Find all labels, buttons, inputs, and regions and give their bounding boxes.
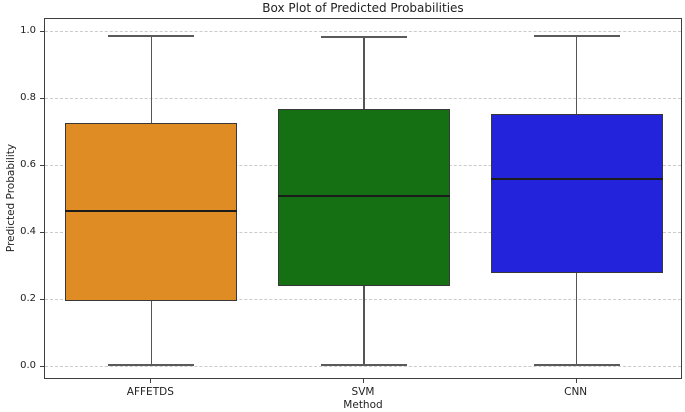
whisker-cap-top (321, 36, 407, 39)
y-tick-mark (40, 365, 44, 367)
whisker-cap-top (108, 34, 195, 37)
y-tick-label: 0.2 (20, 292, 36, 304)
y-tick-label: 0.8 (20, 92, 36, 104)
y-tick-label: 0.4 (20, 225, 36, 237)
whisker-cap-top (533, 34, 620, 37)
x-tick-mark (150, 379, 152, 383)
chart-title: Box Plot of Predicted Probabilities (262, 1, 464, 15)
y-tick-label: 0.6 (20, 159, 36, 171)
x-category-label: AFFETDS (126, 386, 174, 398)
median-line (490, 178, 663, 181)
median-line (278, 195, 450, 198)
x-tick-mark (363, 379, 364, 383)
whisker-cap-bottom (108, 363, 195, 366)
box-cnn (490, 114, 663, 274)
y-tick-label: 1.0 (20, 25, 36, 37)
whisker-cap-bottom (533, 363, 620, 366)
y-tick-mark (40, 298, 44, 300)
x-axis-label: Method (343, 399, 383, 411)
whisker-cap-bottom (321, 363, 407, 366)
x-tick-mark (575, 379, 577, 383)
y-gridline (45, 298, 681, 300)
median-line (65, 210, 238, 213)
x-category-label: CNN (564, 386, 588, 398)
box-svm (278, 109, 450, 287)
y-tick-label: 0.0 (20, 359, 36, 371)
y-gridline (45, 31, 681, 33)
plot-area (44, 18, 682, 379)
y-tick-mark (40, 31, 44, 33)
y-gridline (45, 98, 681, 100)
y-tick-mark (40, 165, 44, 167)
y-tick-mark (40, 98, 44, 100)
x-category-label: SVM (351, 386, 375, 398)
y-tick-mark (40, 231, 44, 233)
y-gridline (45, 365, 681, 367)
